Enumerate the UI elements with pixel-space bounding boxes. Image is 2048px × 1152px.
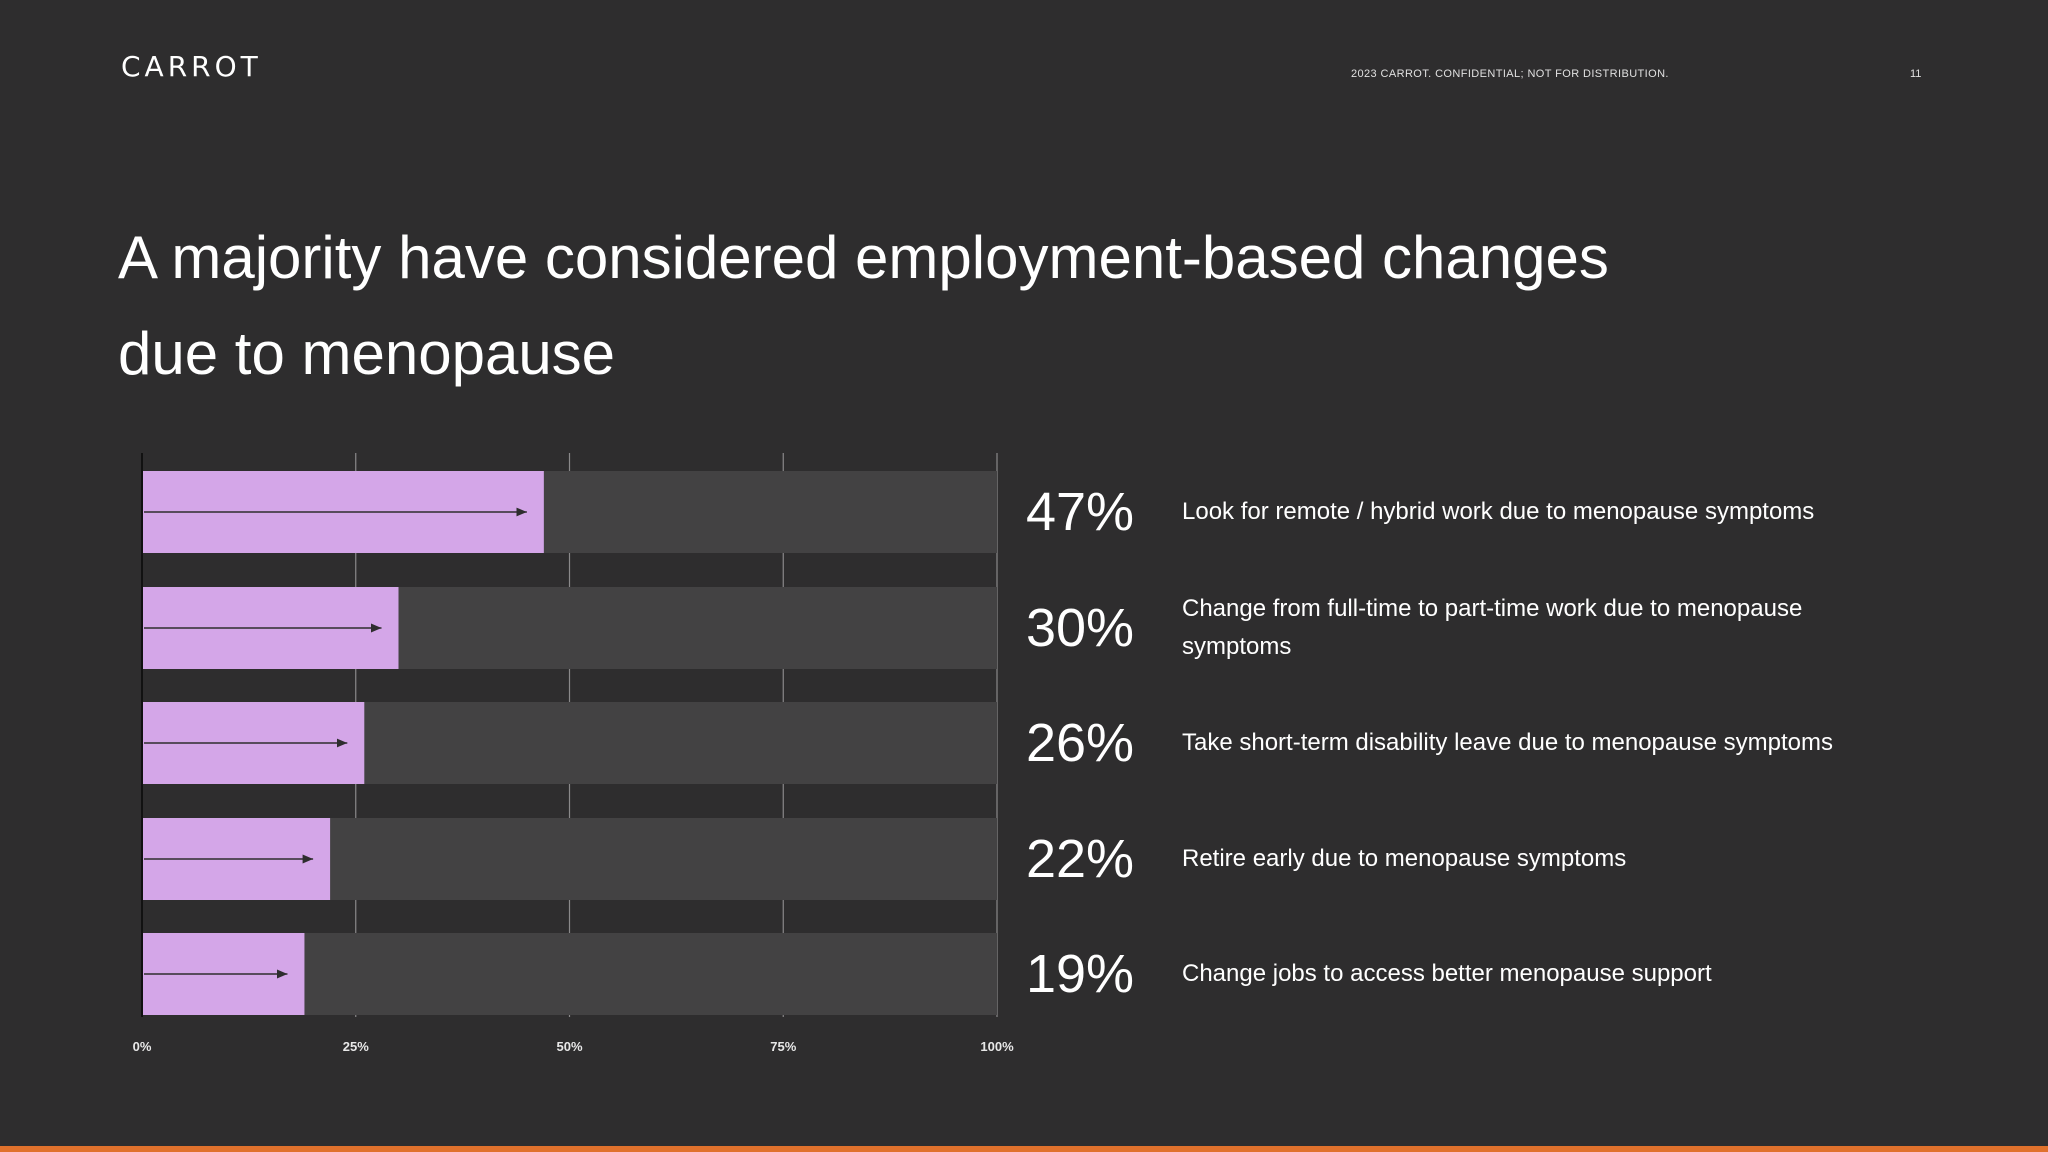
x-tick-label: 25% <box>343 1039 369 1054</box>
value-label: 19% <box>1026 944 1134 1004</box>
category-label: Retire early due to menopause symptoms <box>1182 845 1627 872</box>
footer-accent-bar <box>0 1146 2048 1152</box>
value-label: 26% <box>1026 713 1134 773</box>
value-label: 30% <box>1026 598 1134 658</box>
x-tick-label: 100% <box>980 1039 1014 1054</box>
category-label: Change from full-time to part-time work … <box>1182 595 1803 660</box>
value-label: 22% <box>1026 829 1134 889</box>
page-number: 11 <box>1910 68 1922 80</box>
confidentiality-notice: 2023 CARROT. CONFIDENTIAL; NOT FOR DISTR… <box>1351 68 1669 80</box>
x-tick-label: 50% <box>556 1039 582 1054</box>
x-tick-label: 0% <box>133 1039 152 1054</box>
slide-title: A majority have considered employment-ba… <box>118 224 1609 387</box>
category-label: Take short-term disability leave due to … <box>1182 729 1833 756</box>
x-tick-label: 75% <box>770 1039 796 1054</box>
value-label: 47% <box>1026 482 1134 542</box>
category-label: Change jobs to access better menopause s… <box>1182 960 1712 987</box>
category-label: Look for remote / hybrid work due to men… <box>1182 498 1815 525</box>
carrot-logo: CARROT <box>121 50 262 83</box>
